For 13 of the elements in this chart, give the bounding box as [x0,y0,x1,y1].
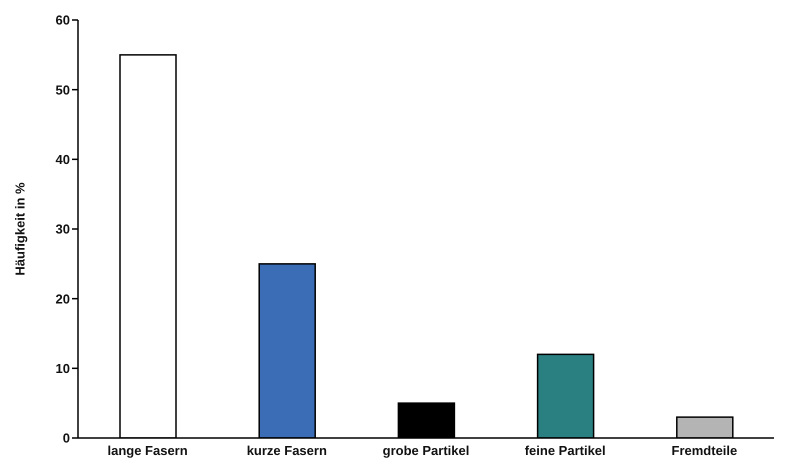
x-tick-label: Fremdteile [672,443,738,458]
y-tick-label: 30 [56,222,70,237]
x-tick-label: lange Fasern [108,443,188,458]
y-tick-label: 20 [56,291,70,306]
x-tick-label: feine Partikel [524,443,606,458]
y-tick-label: 60 [56,12,70,28]
y-tick-label: 0 [62,430,70,446]
x-tick-label: kurze Fasern [246,443,327,458]
y-tick-label: 50 [56,82,70,98]
y-tick-label: 10 [56,360,70,376]
y-axis-title: Häufigkeit in % [12,182,28,276]
y-tick-label: 40 [56,152,70,167]
x-tick-label: grobe Partikel [382,443,470,458]
